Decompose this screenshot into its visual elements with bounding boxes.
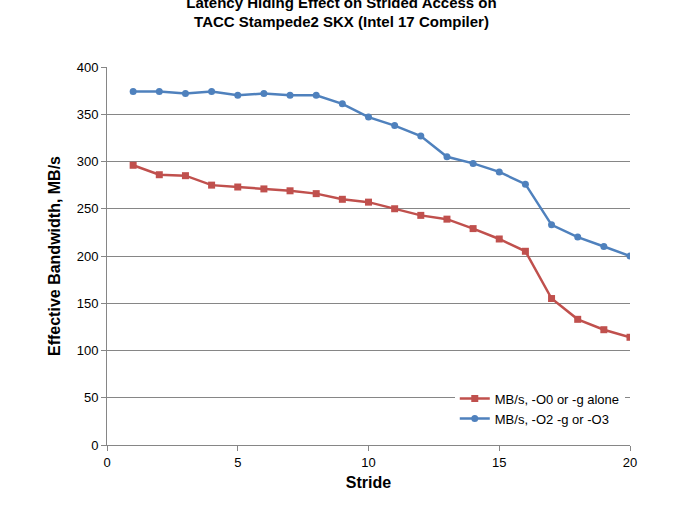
svg-text:Latency Hiding Effect on Strid: Latency Hiding Effect on Strided Access … — [186, 0, 496, 30]
svg-text:0: 0 — [91, 438, 98, 453]
svg-text:150: 150 — [77, 296, 99, 311]
svg-text:Stride: Stride — [346, 474, 391, 491]
svg-text:300: 300 — [77, 154, 99, 169]
svg-text:400: 400 — [77, 60, 99, 75]
svg-text:100: 100 — [77, 343, 99, 358]
svg-text:15: 15 — [492, 455, 506, 470]
svg-text:Effective Bandwidth, MB/s: Effective Bandwidth, MB/s — [46, 156, 63, 356]
svg-text:350: 350 — [77, 107, 99, 122]
svg-text:50: 50 — [84, 390, 98, 405]
svg-text:MB/s, -O2 -g or -O3: MB/s, -O2 -g or -O3 — [495, 412, 609, 427]
svg-text:20: 20 — [623, 455, 637, 470]
svg-text:250: 250 — [77, 201, 99, 216]
svg-text:5: 5 — [234, 455, 241, 470]
svg-text:MB/s, -O0 or -g alone: MB/s, -O0 or -g alone — [495, 392, 619, 407]
svg-text:0: 0 — [103, 455, 110, 470]
svg-text:10: 10 — [361, 455, 375, 470]
svg-text:200: 200 — [77, 249, 99, 264]
